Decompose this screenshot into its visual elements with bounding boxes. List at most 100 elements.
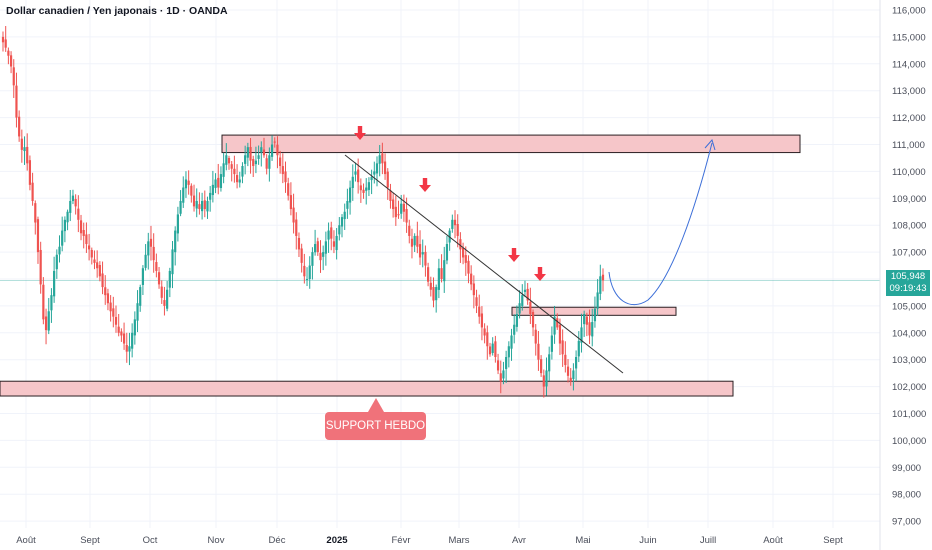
candle-body: [545, 370, 548, 387]
candle-body: [114, 316, 118, 325]
candle-body: [141, 268, 145, 285]
candle-body: [572, 370, 575, 380]
candle-body: [233, 168, 236, 175]
candle-body: [235, 175, 239, 183]
candle-body: [289, 195, 292, 210]
weekly-support-zone: [0, 380, 734, 397]
candle-body: [77, 208, 80, 220]
candle-body: [9, 55, 13, 67]
price-tick-label: 100,000: [892, 436, 926, 447]
candle-body: [42, 284, 45, 320]
candle-body: [122, 333, 126, 344]
candle-body: [171, 249, 174, 275]
candle-body: [112, 308, 115, 317]
down-arrow-head: [354, 133, 366, 140]
candle-body: [550, 335, 553, 352]
candle-body: [273, 141, 276, 143]
candle-body: [179, 200, 182, 214]
candle-body: [139, 287, 142, 306]
candle-body: [287, 183, 290, 196]
price-axis[interactable]: 116,000 115,000 114,000 113,000 112,000 111,0…: [879, 0, 926, 550]
candle-body: [7, 50, 10, 56]
candle-body: [585, 316, 588, 325]
candle-body: [69, 200, 72, 213]
price-tick-label: 105,000: [892, 301, 926, 312]
last-price-badge: 105,948 09:19:43: [886, 270, 930, 296]
candle-body: [593, 308, 597, 322]
candle-body: [574, 357, 578, 369]
candle-body: [96, 262, 99, 269]
candle-body: [252, 159, 255, 167]
candle-body: [505, 357, 508, 369]
candle-body: [187, 180, 190, 185]
candle-body: [499, 373, 502, 382]
candle-body: [542, 375, 545, 387]
candle-body: [90, 249, 93, 258]
candle-body: [87, 245, 91, 250]
candle-body: [394, 206, 397, 218]
candle-body: [166, 289, 169, 309]
candle-body: [58, 246, 61, 255]
price-tick-label: 99,000: [892, 463, 921, 474]
candle-body: [74, 198, 77, 207]
candle-body: [276, 144, 279, 156]
down-arrow-stem: [357, 126, 363, 134]
support-hebdo-label: SUPPORT HEBDO: [325, 412, 426, 440]
candle-body: [488, 346, 492, 355]
time-axis[interactable]: Août Sept Oct Nov Déc 2025 Févr Mars Avr Mai Juin J…: [16, 535, 843, 546]
candle-body: [478, 306, 481, 317]
candle-body: [238, 179, 241, 183]
chart-grid: [0, 0, 880, 528]
candle-body: [314, 244, 317, 253]
candle-body: [599, 276, 602, 294]
candle-body: [322, 252, 325, 257]
candle-body: [222, 163, 225, 177]
candle-body: [566, 366, 570, 376]
time-tick-label: Août: [763, 535, 783, 546]
price-tick-label: 113,000: [892, 86, 926, 97]
candle-body: [327, 230, 330, 240]
candle-body: [548, 354, 551, 372]
candle-body: [558, 324, 562, 344]
price-tick-label: 112,000: [892, 113, 926, 124]
candle-body: [246, 147, 249, 158]
resistance-zone-top: [221, 134, 801, 154]
candle-body: [400, 203, 403, 214]
candle-body: [203, 200, 206, 210]
candle-body: [106, 293, 110, 304]
candle-body: [18, 116, 21, 137]
candle-body: [373, 171, 376, 175]
candle-body: [518, 303, 521, 314]
candle-body: [381, 153, 384, 164]
candle-body: [416, 235, 419, 247]
candle-body: [461, 247, 465, 258]
candle-body: [513, 324, 516, 335]
candle-body: [521, 295, 524, 306]
candle-body: [36, 219, 40, 253]
candle-body: [262, 149, 266, 156]
candle-body: [308, 265, 311, 280]
candle-body: [34, 203, 37, 223]
candle-body: [529, 301, 532, 314]
support-label-pointer: [368, 398, 384, 412]
candle-body: [249, 146, 252, 161]
candle-body: [588, 322, 591, 336]
candle-body: [163, 300, 166, 306]
candle-body: [152, 246, 155, 261]
candle-body: [502, 370, 505, 379]
candle-body: [184, 179, 188, 189]
candle-body: [330, 227, 333, 239]
candle-body: [136, 303, 139, 321]
candle-body: [133, 319, 136, 336]
candle-body: [440, 268, 443, 279]
candle-body: [453, 219, 457, 226]
candle-body: [561, 340, 564, 355]
candle-body: [402, 203, 405, 212]
candle-body: [421, 252, 424, 255]
candle-body: [348, 187, 352, 203]
candle-body: [556, 318, 559, 328]
down-arrow-stem: [422, 178, 428, 186]
candle-body: [443, 260, 446, 282]
candle-body: [144, 254, 147, 268]
